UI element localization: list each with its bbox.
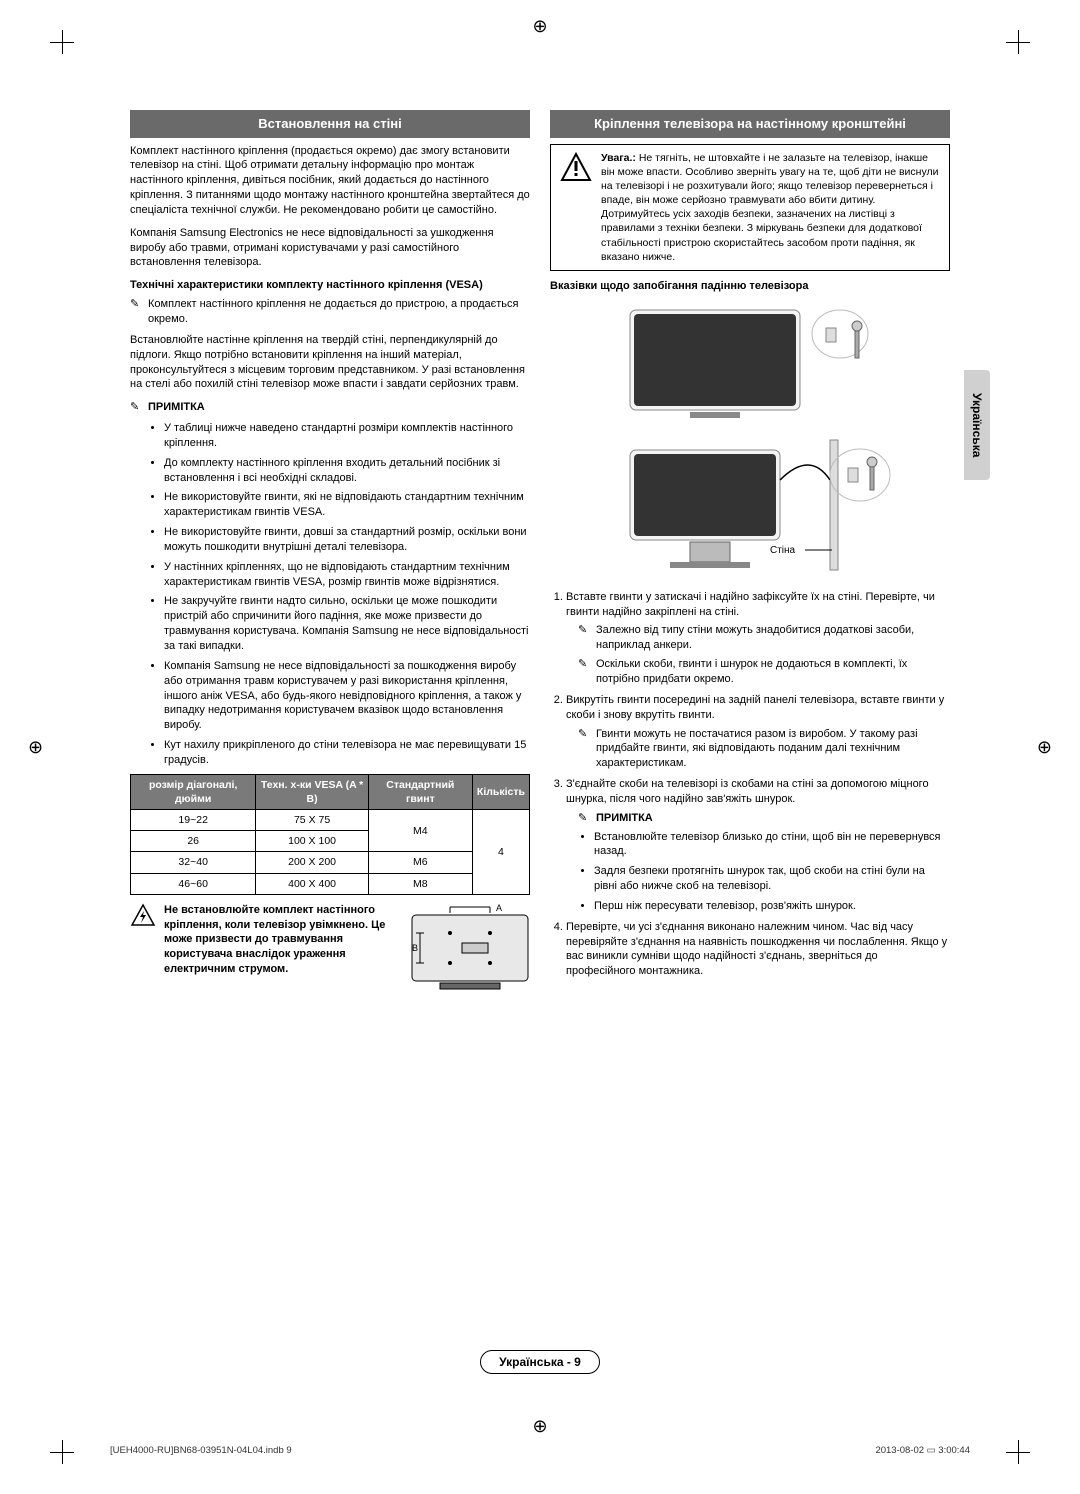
table-cell: 400 X 400 [256, 873, 368, 894]
table-row: 32~40 200 X 200 M6 [131, 852, 530, 873]
language-side-tab: Українська [964, 370, 990, 480]
list-item: Встановлюйте телевізор близько до стіни,… [594, 830, 950, 860]
table-cell: 26 [131, 831, 256, 852]
table-cell: 200 X 200 [256, 852, 368, 873]
print-meta: [UEH4000-RU]BN68-03951N-04L04.indb 9 201… [110, 1445, 970, 1458]
right-column: Кріплення телевізора на настінному кронш… [550, 110, 950, 998]
vesa-table: розмір діагоналі, дюйми Техн. х-ки VESA … [130, 774, 530, 895]
table-cell: 46~60 [131, 873, 256, 894]
diagram-label-b: B [412, 943, 418, 953]
list-item: Компанія Samsung не несе відповідальност… [164, 659, 530, 733]
warning-text: Не встановлюйте комплект настінного кріп… [164, 903, 402, 977]
registration-mark: ⊕ [532, 14, 547, 38]
paragraph: Компанія Samsung Electronics не несе від… [130, 226, 530, 271]
table-header: розмір діагоналі, дюйми [131, 774, 256, 809]
caution-text: Увага.: Не тягніть, не штовхайте і не за… [601, 151, 941, 264]
step-item: Вставте гвинти у затискачі і надійно заф… [566, 590, 950, 687]
hand-note: Оскільки скоби, гвинти і шнурок не додаю… [578, 657, 950, 687]
shock-warning-icon [130, 903, 156, 929]
step-item: Перевірте, чи усі з'єднання виконано нал… [566, 920, 950, 979]
diagram-label-a: A [496, 903, 502, 913]
table-row: 46~60 400 X 400 M8 [131, 873, 530, 894]
step-text: Вставте гвинти у затискачі і надійно заф… [566, 591, 935, 618]
hand-note: Залежно від типу стіни можуть знадобитис… [578, 623, 950, 653]
step-item: Викрутіть гвинти посередині на задній па… [566, 693, 950, 771]
anti-fall-diagram: Стіна [550, 300, 950, 580]
subheading-vesa: Технічні характеристики комплекту настін… [130, 278, 530, 293]
steps-list: Вставте гвинти у затискачі і надійно заф… [550, 590, 950, 979]
page-number-pill: Українська - 9 [480, 1350, 600, 1374]
print-meta-left: [UEH4000-RU]BN68-03951N-04L04.indb 9 [110, 1445, 292, 1458]
page-footer: Українська - 9 [0, 1350, 1080, 1374]
note-heading: ПРИМІТКА [130, 400, 530, 415]
page-content: Встановлення на стіні Комплект настінног… [0, 0, 1080, 1048]
step-text: З'єднайте скоби на телевізорі із скобами… [566, 778, 929, 805]
print-meta-right: 2013-08-02 ▭ 3:00:44 [875, 1445, 970, 1458]
table-cell: 100 X 100 [256, 831, 368, 852]
table-cell: M4 [368, 810, 472, 852]
step-text: Викрутіть гвинти посередині на задній па… [566, 694, 944, 721]
caution-icon [559, 151, 593, 185]
caution-box: Увага.: Не тягніть, не штовхайте і не за… [550, 144, 950, 271]
language-side-tab-label: Українська [969, 393, 985, 457]
paragraph: Встановлюйте настінне кріплення на тверд… [130, 333, 530, 392]
table-cell: 75 X 75 [256, 810, 368, 831]
table-header: Кількість [472, 774, 529, 809]
step-item: З'єднайте скоби на телевізорі із скобами… [566, 777, 950, 914]
registration-mark: ⊕ [28, 735, 43, 759]
table-header: Стандартний гвинт [368, 774, 472, 809]
tv-back-diagram: A B [410, 903, 530, 998]
section-header-bracket: Кріплення телевізора на настінному кронш… [550, 110, 950, 138]
crop-mark [50, 1440, 74, 1464]
subheading-prevent-fall: Вказівки щодо запобігання падінню телеві… [550, 279, 950, 294]
section-header-wall-install: Встановлення на стіні [130, 110, 530, 138]
table-header: Техн. х-ки VESA (A * B) [256, 774, 368, 809]
crop-mark [1006, 30, 1030, 54]
note-sublist: Встановлюйте телевізор близько до стіни,… [566, 830, 950, 914]
crop-mark [1006, 1440, 1030, 1464]
left-column: Встановлення на стіні Комплект настінног… [130, 110, 530, 998]
list-item: Не закручуйте гвинти надто сильно, оскіл… [164, 594, 530, 653]
list-item: Кут нахилу прикріпленого до стіни телеві… [164, 738, 530, 768]
warning-row: Не встановлюйте комплект настінного кріп… [130, 903, 530, 998]
hand-note: Комплект настінного кріплення не додаєть… [130, 297, 530, 327]
list-item: Не використовуйте гвинти, які не відпові… [164, 490, 530, 520]
notes-list: У таблиці нижче наведено стандартні розм… [130, 421, 530, 768]
crop-mark [50, 30, 74, 54]
table-cell: 32~40 [131, 852, 256, 873]
table-cell: M6 [368, 852, 472, 873]
note-heading: ПРИМІТКА [578, 811, 950, 826]
note-label: ПРИМІТКА [148, 401, 205, 413]
list-item: Перш ніж пересувати телевізор, розв'яжіт… [594, 899, 950, 914]
registration-mark: ⊕ [532, 1414, 547, 1438]
list-item: Задля безпеки протягніть шнурок так, щоб… [594, 864, 950, 894]
step-text: Перевірте, чи усі з'єднання виконано нал… [566, 921, 947, 978]
registration-mark: ⊕ [1037, 735, 1052, 759]
table-cell: 19~22 [131, 810, 256, 831]
table-cell: 4 [472, 810, 529, 895]
caution-body: Не тягніть, не штовхайте і не залазьте н… [601, 152, 939, 263]
table-header-row: розмір діагоналі, дюйми Техн. х-ки VESA … [131, 774, 530, 809]
list-item: До комплекту настінного кріплення входит… [164, 456, 530, 486]
paragraph: Комплект настінного кріплення (продаєтьс… [130, 144, 530, 218]
caution-title: Увага.: [601, 152, 636, 164]
list-item: Не використовуйте гвинти, довші за станд… [164, 525, 530, 555]
list-item: У таблиці нижче наведено стандартні розм… [164, 421, 530, 451]
list-item: У настінних кріпленнях, що не відповідаю… [164, 560, 530, 590]
table-row: 19~22 75 X 75 M4 4 [131, 810, 530, 831]
table-cell: M8 [368, 873, 472, 894]
wall-label: Стіна [770, 545, 796, 556]
note-label: ПРИМІТКА [596, 812, 653, 824]
hand-note: Гвинти можуть не постачатися разом із ви… [578, 727, 950, 772]
